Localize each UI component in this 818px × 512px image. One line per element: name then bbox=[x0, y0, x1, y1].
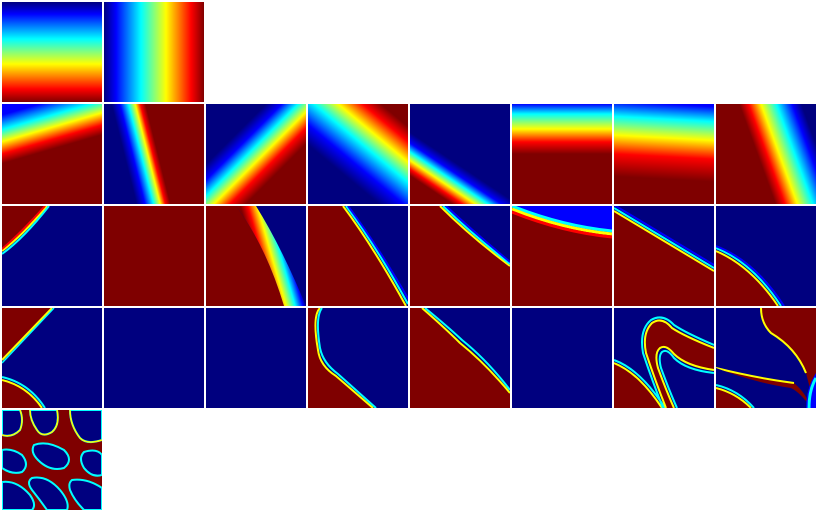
tile-r4-c3 bbox=[206, 308, 306, 408]
tile-r4-c8 bbox=[716, 308, 816, 408]
tile-r2-c4 bbox=[308, 104, 408, 204]
tile-r3-c2 bbox=[104, 206, 204, 306]
tile-r3-c7 bbox=[614, 206, 714, 306]
tile-r4-c6 bbox=[512, 308, 612, 408]
tile-r5-c1 bbox=[2, 410, 102, 510]
tile-r3-c5 bbox=[410, 206, 510, 306]
tile-r2-c6 bbox=[512, 104, 612, 204]
tile-r2-c2 bbox=[104, 104, 204, 204]
tile-r4-c7 bbox=[614, 308, 714, 408]
tile-r3-c8 bbox=[716, 206, 816, 306]
tile-r2-c3 bbox=[206, 104, 306, 204]
tile-r4-c4 bbox=[308, 308, 408, 408]
tile-r2-c1 bbox=[2, 104, 102, 204]
tile-r3-c6 bbox=[512, 206, 612, 306]
tile-r4-c2 bbox=[104, 308, 204, 408]
tile-r3-c1 bbox=[2, 206, 102, 306]
tile-r4-c5 bbox=[410, 308, 510, 408]
tile-r2-c5 bbox=[410, 104, 510, 204]
tile-r4-c1 bbox=[2, 308, 102, 408]
tile-r2-c8 bbox=[716, 104, 816, 204]
tile-r2-c7 bbox=[614, 104, 714, 204]
tile-r3-c3 bbox=[206, 206, 306, 306]
tile-r1-c1 bbox=[2, 2, 102, 102]
tile-r1-c2 bbox=[104, 2, 204, 102]
tile-r3-c4 bbox=[308, 206, 408, 306]
